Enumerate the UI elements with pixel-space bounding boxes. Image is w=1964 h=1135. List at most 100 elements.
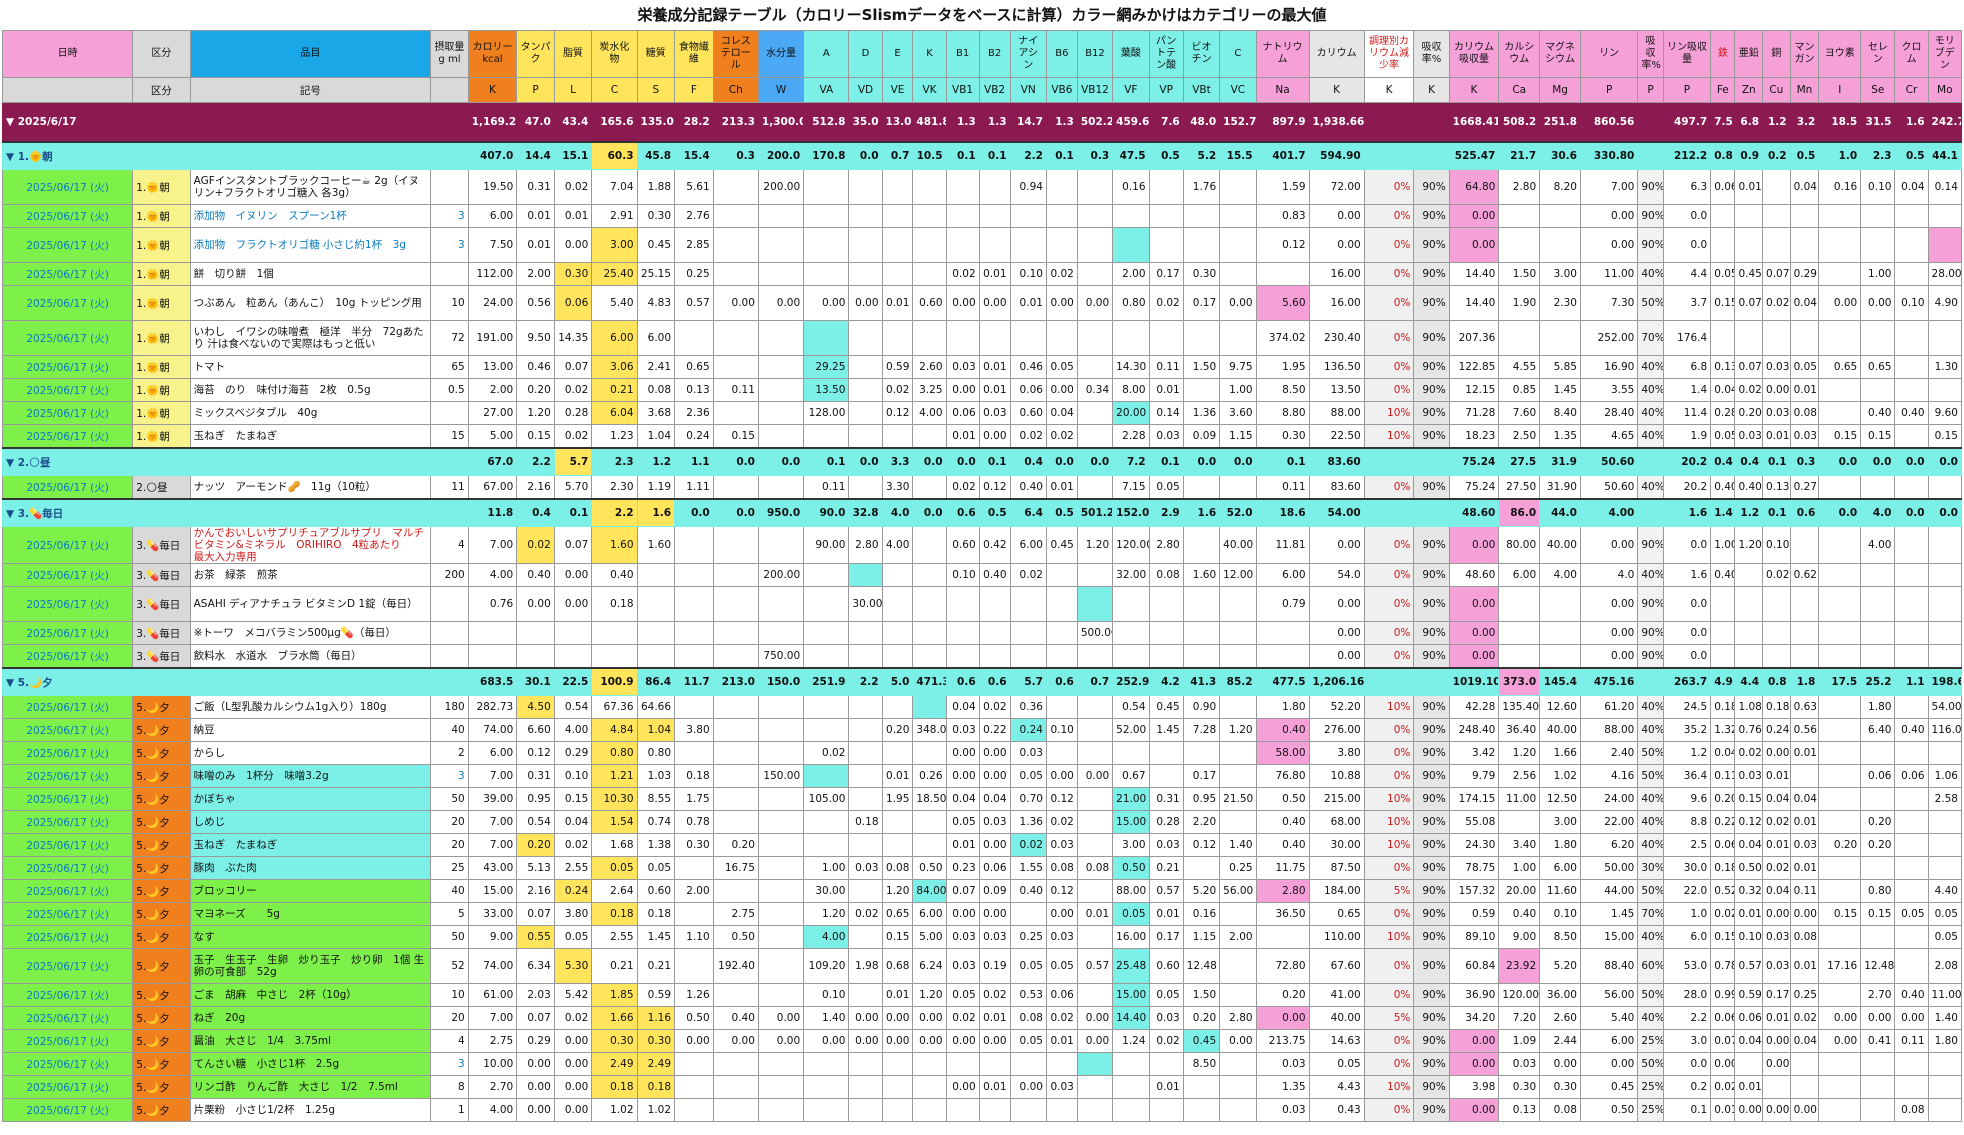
row-value[interactable]: 0.21 — [636, 948, 676, 984]
row-value[interactable]: 4.55 — [1498, 355, 1541, 379]
row-value[interactable]: 1.6 — [1662, 563, 1712, 587]
row-value[interactable]: 30.00 — [803, 879, 850, 903]
row-value[interactable]: 0.01 — [978, 378, 1011, 402]
row-value[interactable] — [1818, 856, 1862, 880]
row-item-name[interactable]: 味噌のみ 1杯分 味噌3.2g — [189, 764, 432, 788]
row-value[interactable]: 5.30 — [553, 948, 593, 984]
row-value[interactable]: 0.16 — [1182, 902, 1221, 926]
column-header[interactable]: 吸収率% — [1637, 30, 1664, 78]
row-value[interactable]: 0.00 — [757, 1029, 805, 1053]
row-value[interactable]: 88.00 — [1308, 401, 1365, 425]
row-value[interactable]: 18.23 — [1448, 424, 1500, 449]
row-value[interactable] — [1894, 563, 1929, 587]
row-value[interactable]: 40% — [1637, 424, 1664, 449]
table-row[interactable]: 2025/06/17 (火) 5.🌙夕 かぼちゃ 50 39.00 0.95 0.15 10.… — [1, 787, 1963, 811]
row-value[interactable] — [1498, 621, 1541, 645]
row-value[interactable] — [1076, 227, 1114, 263]
row-value[interactable]: 0.03 — [978, 925, 1011, 949]
row-value[interactable]: 0.00 — [1448, 586, 1500, 622]
row-value[interactable]: 3.25 — [912, 378, 947, 402]
row-value[interactable]: 0.85 — [1498, 378, 1541, 402]
row-value[interactable]: 90% — [1413, 695, 1450, 719]
row-value[interactable]: 2.00 — [516, 262, 555, 286]
row-value[interactable] — [1182, 586, 1221, 622]
row-value[interactable]: 0.60 — [636, 879, 676, 903]
row-value[interactable]: 36.90 — [1448, 983, 1500, 1007]
row-amount[interactable]: 20 — [430, 1006, 469, 1030]
row-value[interactable]: 16.00 — [1308, 262, 1365, 286]
row-value[interactable]: 3.42 — [1448, 741, 1500, 765]
row-value[interactable] — [848, 227, 883, 263]
row-value[interactable] — [1182, 204, 1221, 228]
row-value[interactable] — [712, 695, 759, 719]
row-value[interactable]: 1.36 — [1009, 810, 1047, 834]
row-value[interactable] — [803, 764, 850, 788]
row-value[interactable]: 0.95 — [516, 787, 555, 811]
row-value[interactable] — [712, 475, 759, 500]
row-value[interactable]: 1.08 — [1734, 695, 1764, 719]
row-value[interactable]: 54.00 — [1927, 695, 1963, 719]
row-value[interactable] — [591, 644, 638, 669]
row-value[interactable]: 0.00 — [1762, 1052, 1791, 1076]
row-value[interactable] — [1894, 695, 1929, 719]
row-amount[interactable]: 10 — [430, 285, 469, 321]
row-value[interactable] — [1219, 983, 1257, 1007]
row-value[interactable]: 0.29 — [553, 741, 593, 765]
row-value[interactable]: 0.25 — [674, 262, 714, 286]
row-value[interactable]: 0.20 — [516, 378, 555, 402]
row-value[interactable] — [636, 621, 676, 645]
row-value[interactable] — [757, 925, 805, 949]
row-value[interactable] — [1076, 741, 1114, 765]
row-value[interactable] — [1789, 526, 1820, 564]
row-value[interactable]: 0.18 — [674, 764, 714, 788]
row-value[interactable]: 24.5 — [1662, 695, 1712, 719]
row-value[interactable] — [757, 856, 805, 880]
row-value[interactable]: 90% — [1413, 833, 1450, 857]
row-value[interactable]: 0.00 — [516, 1052, 555, 1076]
row-value[interactable] — [1076, 879, 1114, 903]
row-value[interactable]: 1.50 — [1182, 983, 1221, 1007]
row-value[interactable] — [1894, 526, 1929, 564]
day-total-row[interactable]: ▼ 2025/6/17 1,169.2 47.0 43.4 165.6 135.0 28.2… — [1, 102, 1963, 143]
row-value[interactable]: 0.0 — [1662, 621, 1712, 645]
column-header[interactable]: 糖質 — [636, 30, 676, 78]
row-value[interactable] — [848, 644, 883, 669]
row-value[interactable]: 90% — [1413, 475, 1450, 500]
row-value[interactable]: 2.16 — [516, 879, 555, 903]
row-value[interactable]: 33.00 — [467, 902, 518, 926]
row-date[interactable]: 2025/06/17 (火) — [1, 902, 134, 926]
row-value[interactable]: 0.07 — [1710, 1029, 1736, 1053]
row-value[interactable]: 1.19 — [636, 475, 676, 500]
row-value[interactable]: 0.00 — [848, 1006, 883, 1030]
row-value[interactable]: 4.00 — [912, 401, 947, 425]
row-value[interactable] — [1112, 227, 1150, 263]
row-value[interactable] — [1894, 262, 1929, 286]
row-value[interactable]: 28.40 — [1579, 401, 1639, 425]
row-value[interactable] — [757, 695, 805, 719]
row-value[interactable]: 0.02 — [516, 526, 555, 564]
row-value[interactable]: 0.07 — [1762, 262, 1791, 286]
row-value[interactable]: 0.25 — [1219, 856, 1257, 880]
row-value[interactable]: 50.00 — [1579, 856, 1639, 880]
row-item-name[interactable]: ねぎ 20g — [189, 1006, 432, 1030]
row-value[interactable]: 2.2 — [1662, 1006, 1712, 1030]
row-value[interactable]: 4.4 — [1662, 262, 1712, 286]
row-value[interactable]: 40% — [1637, 378, 1664, 402]
row-value[interactable] — [803, 1052, 850, 1076]
row-value[interactable]: 6.0 — [1662, 925, 1712, 949]
row-value[interactable] — [1927, 1052, 1963, 1076]
row-value[interactable] — [803, 810, 850, 834]
column-header[interactable]: 品目 — [189, 30, 432, 78]
row-value[interactable]: 0.40 — [1255, 833, 1310, 857]
row-value[interactable]: 0.17 — [1182, 285, 1221, 321]
row-value[interactable]: 0.76 — [467, 586, 518, 622]
row-value[interactable]: 0.57 — [1148, 879, 1184, 903]
row-value[interactable] — [912, 695, 947, 719]
row-value[interactable]: 0% — [1363, 741, 1415, 765]
table-row[interactable]: 2025/06/17 (火) 5.🌙夕 玉子 生玉子 生卵 炒り玉子 炒り卵 1個 … — [1, 948, 1963, 984]
row-value[interactable]: 1.59 — [1255, 169, 1310, 205]
row-value[interactable]: 40% — [1637, 925, 1664, 949]
row-category[interactable]: 1.🌞朝 — [132, 204, 191, 228]
row-value[interactable]: 1.95 — [1255, 355, 1310, 379]
row-value[interactable]: 120.00 — [1498, 983, 1541, 1007]
